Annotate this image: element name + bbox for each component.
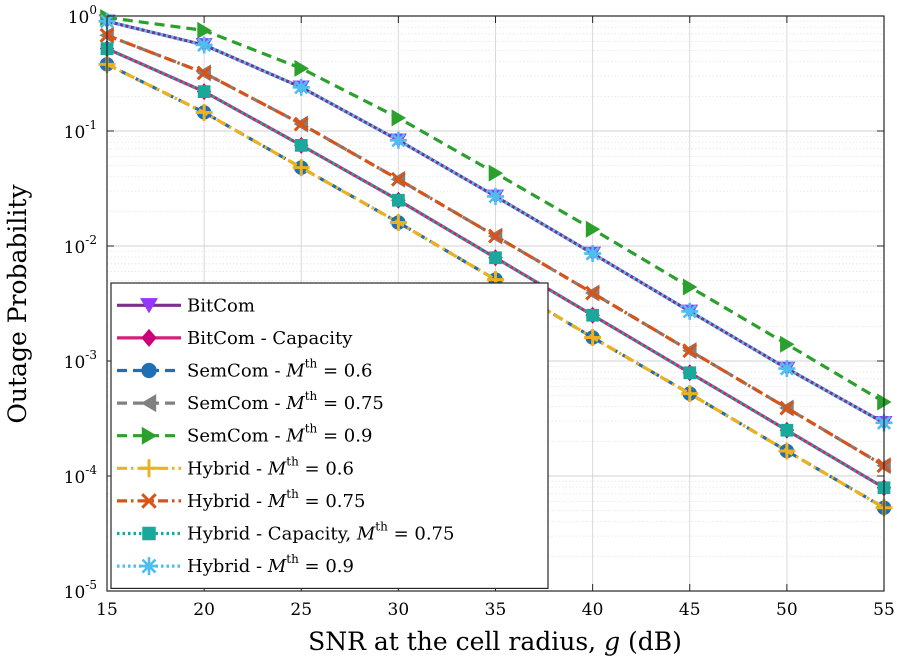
legend-entry: BitCom - Capacity — [117, 328, 353, 349]
legend-entry: Hybrid - Mth = 0.6 — [117, 454, 354, 479]
data-point-marker — [681, 302, 699, 320]
data-point-marker — [488, 164, 504, 182]
legend-entry: SemCom - Mth = 0.9 — [117, 422, 372, 447]
data-point-marker — [389, 214, 407, 232]
data-point-marker — [682, 278, 698, 296]
legend-box — [110, 282, 549, 589]
x-tick-label: 50 — [776, 600, 798, 620]
data-point-marker — [390, 171, 406, 187]
data-point-marker — [488, 228, 503, 244]
data-point-marker — [140, 557, 158, 576]
y-tick-label: 100 — [68, 3, 97, 28]
legend-label: Hybrid - Mth = 0.75 — [187, 487, 365, 512]
svg-text:SNR at the cell radius, g (dB): SNR at the cell radius, g (dB) — [308, 627, 682, 656]
data-point-marker — [140, 298, 158, 314]
data-point-marker — [584, 329, 602, 347]
y-axis-label: Outage Probability — [3, 184, 32, 424]
data-point-marker — [140, 394, 157, 413]
legend-label: SemCom - Mth = 0.75 — [187, 389, 384, 414]
y-tick-label: 10-2 — [64, 233, 97, 258]
data-point-marker — [197, 21, 212, 39]
data-point-marker — [293, 116, 309, 132]
legend: BitCom BitCom - Capacity SemCom - Mth = 0.… — [110, 282, 549, 589]
data-point-marker — [780, 335, 795, 353]
legend-entry: Hybrid - Mth = 0.9 — [117, 552, 354, 577]
x-tick-label: 40 — [582, 600, 604, 620]
legend-label: SemCom - Mth = 0.9 — [187, 422, 372, 447]
legend-label: Hybrid - Mth = 0.6 — [187, 454, 354, 479]
y-tick-label: 10-5 — [64, 578, 97, 603]
data-point-marker — [779, 400, 795, 416]
data-point-marker — [294, 138, 308, 152]
data-point-marker — [141, 328, 157, 347]
x-tick-label: 55 — [873, 600, 895, 620]
data-point-marker — [489, 251, 502, 265]
legend-entry: BitCom — [117, 295, 255, 316]
data-point-marker — [141, 493, 157, 509]
data-point-marker — [584, 245, 602, 263]
axis-ticks: 15 20 25 30 35 40 45 50 55 100 10-1 10-2 10-3 10-4 10-… — [64, 3, 895, 620]
data-point-marker — [392, 193, 405, 207]
x-tick-label: 25 — [290, 600, 312, 620]
y-tick-label: 10-1 — [64, 118, 97, 143]
legend-label: BitCom — [187, 295, 255, 316]
legend-label: BitCom - Capacity — [187, 328, 353, 349]
x-tick-label: 30 — [388, 600, 410, 620]
legend-label: Hybrid - Mth = 0.9 — [187, 552, 354, 577]
data-point-marker — [780, 423, 794, 437]
data-point-marker — [292, 159, 310, 177]
data-point-marker — [391, 109, 407, 127]
series-hybrid-capacity-m-th-0-75 — [100, 42, 891, 495]
data-point-marker — [585, 220, 601, 238]
legend-entry: Hybrid - Mth = 0.75 — [117, 487, 365, 512]
legend-entry: Hybrid - Capacity, Mth = 0.75 — [117, 520, 454, 545]
data-point-marker — [389, 131, 407, 149]
data-point-marker — [585, 285, 601, 301]
data-point-marker — [778, 360, 796, 378]
data-point-marker — [141, 362, 157, 379]
data-point-marker — [195, 103, 213, 121]
legend-entry: SemCom - Mth = 0.75 — [117, 389, 384, 414]
y-tick-label: 10-3 — [64, 348, 97, 373]
data-point-marker — [586, 308, 599, 322]
y-tick-label: 10-4 — [64, 463, 98, 488]
data-point-marker — [683, 366, 697, 380]
x-tick-label: 20 — [193, 600, 215, 620]
x-tick-label: 45 — [679, 600, 701, 620]
data-point-marker — [196, 65, 212, 81]
data-point-marker — [141, 426, 158, 445]
data-point-marker — [197, 85, 211, 98]
data-point-marker — [195, 36, 213, 54]
x-axis-label: SNR at the cell radius, g (dB) — [308, 627, 682, 656]
x-tick-label: 15 — [96, 600, 118, 620]
x-tick-label: 35 — [485, 600, 507, 620]
series-line — [106, 62, 885, 510]
data-point-marker — [292, 78, 310, 96]
legend-label: SemCom - Mth = 0.6 — [187, 357, 372, 382]
data-point-marker — [681, 385, 699, 403]
data-point-marker — [140, 459, 158, 478]
data-point-marker — [487, 187, 504, 205]
data-point-marker — [294, 59, 309, 77]
legend-entry: SemCom - Mth = 0.6 — [117, 357, 372, 382]
data-point-marker — [682, 343, 698, 359]
data-point-marker — [142, 526, 156, 541]
legend-label: Hybrid - Capacity, Mth = 0.75 — [187, 520, 454, 545]
data-point-marker — [778, 442, 796, 460]
